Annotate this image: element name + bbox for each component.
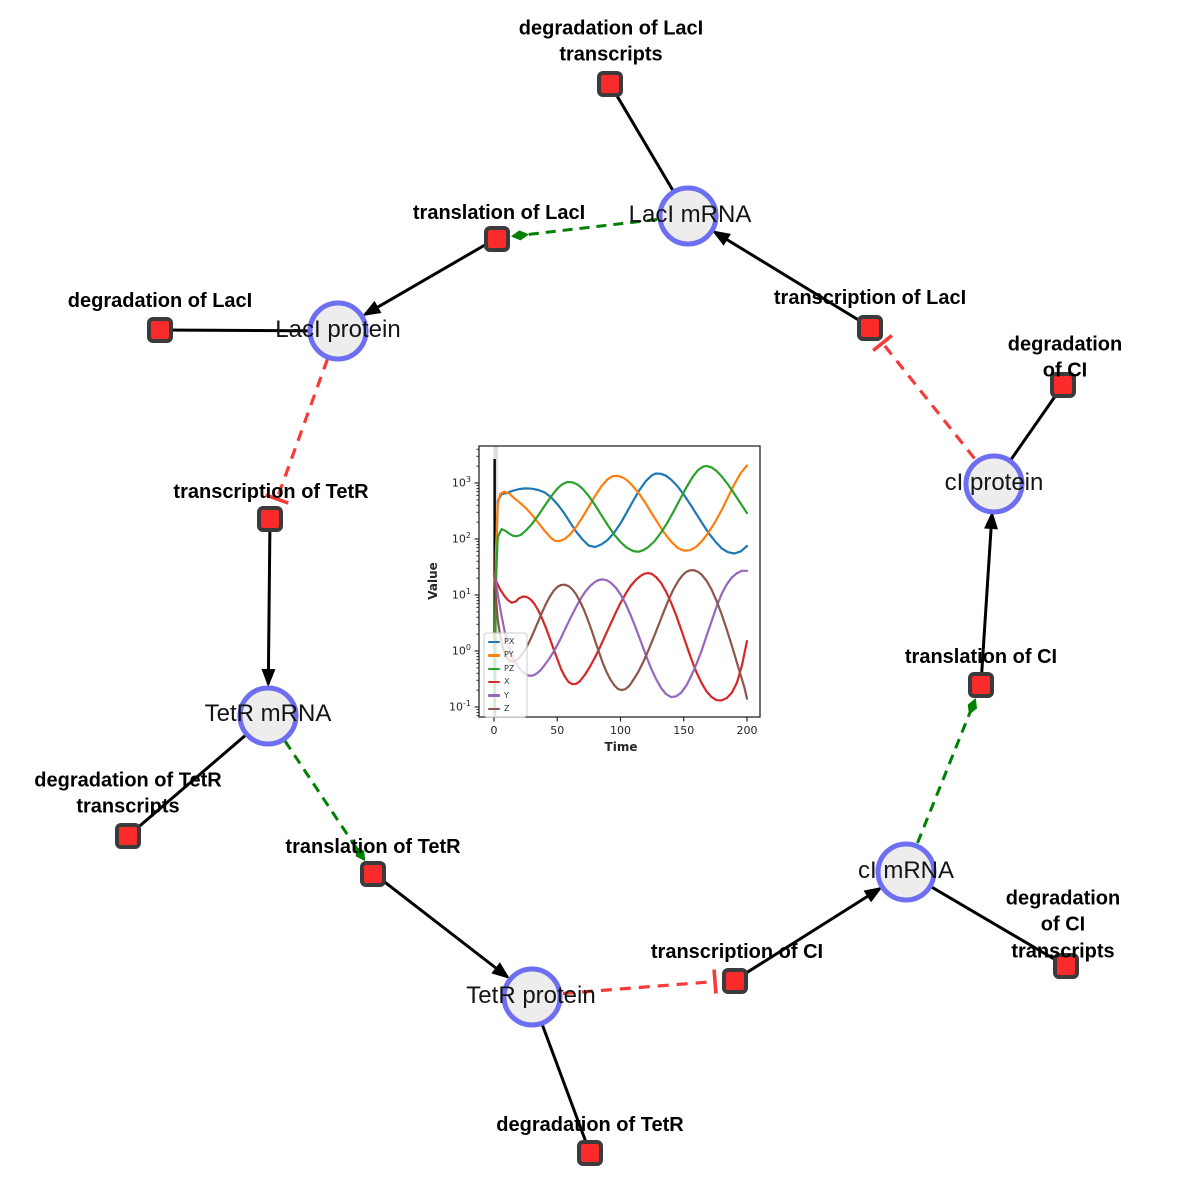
edge-cimrna-deg-transcripts xyxy=(905,870,1067,968)
x-tick-label: 100 xyxy=(610,724,631,737)
node-laci-protein xyxy=(307,300,369,362)
species-nodes xyxy=(237,185,1025,1028)
legend-entry-PY: PY xyxy=(488,650,514,660)
y-tick-label: 100 xyxy=(451,643,471,658)
edge-transcription-tetr-mrna xyxy=(261,517,276,687)
edge-transcription-laci-mrna xyxy=(711,230,871,329)
series-line-PX xyxy=(493,472,749,717)
edge-lacimrna-translation xyxy=(511,218,658,241)
legend-entry-Y: Y xyxy=(488,691,509,701)
series-line-X xyxy=(492,572,749,702)
edge-translation-laci-protein xyxy=(362,236,498,317)
x-tick-label: 0 xyxy=(490,724,498,737)
legend-swatch xyxy=(488,640,500,644)
reaction-nodes xyxy=(115,71,1079,1166)
node-laci-mrna xyxy=(657,185,719,247)
node-translation-laci xyxy=(484,226,510,252)
inset-timeseries-chart xyxy=(474,445,761,722)
node-transcription-ci xyxy=(722,968,748,994)
plot-frame xyxy=(478,445,761,718)
series-line-PY xyxy=(493,464,749,717)
edge-laciprotein-inhibits-tetr xyxy=(265,358,330,505)
legend-swatch xyxy=(488,667,500,671)
x-tick-label: 200 xyxy=(736,724,758,737)
legend-swatch xyxy=(488,680,500,684)
legend-swatch xyxy=(488,654,500,657)
series-line-Z xyxy=(492,569,749,700)
node-degradation-ci-transcripts xyxy=(1053,953,1079,979)
edge-tetrmrna-translation xyxy=(283,740,366,862)
series-line-PZ xyxy=(493,464,749,717)
legend-entry-Z: Z xyxy=(488,704,509,714)
legend-label: PZ xyxy=(504,663,515,673)
legend-entry-PX: PX xyxy=(488,637,514,647)
edge-cimrna-translation xyxy=(916,698,978,844)
node-translation-ci xyxy=(968,672,994,698)
edge-tetrprotein-inhibits-ci xyxy=(562,969,718,996)
node-degradation-laci-transcripts xyxy=(597,71,623,97)
legend-entry-X: X xyxy=(488,677,509,687)
node-tetr-protein xyxy=(501,966,563,1028)
node-translation-tetr xyxy=(360,861,386,887)
x-tick-label: 50 xyxy=(550,724,565,737)
node-degradation-tetr-transcripts xyxy=(115,823,141,849)
node-transcription-laci xyxy=(857,315,883,341)
y-tick-label: 103 xyxy=(451,475,471,490)
edge-ciprotein-inhibits-laci xyxy=(871,334,976,460)
node-degradation-laci xyxy=(147,317,173,343)
legend-label: Z xyxy=(504,704,510,713)
legend-label: Y xyxy=(504,690,509,700)
node-degradation-ci xyxy=(1050,372,1076,398)
legend-label: PX xyxy=(504,637,515,646)
legend-entry-PZ: PZ xyxy=(488,664,514,674)
edge-translation-ci-protein xyxy=(979,511,999,685)
production-edges xyxy=(261,230,999,982)
node-ci-protein xyxy=(963,453,1025,515)
edge-tetrmrna-deg-transcripts xyxy=(127,714,269,838)
edge-translation-tetr-protein xyxy=(372,871,510,979)
legend-swatch xyxy=(488,707,500,711)
node-tetr-mrna xyxy=(237,685,299,747)
node-ci-mrna xyxy=(875,841,937,903)
inhibition-edges xyxy=(265,334,976,996)
x-tick-label: 150 xyxy=(673,724,695,737)
legend-swatch xyxy=(488,694,500,697)
legend-label: PY xyxy=(504,650,514,660)
y-tick-label: 102 xyxy=(451,531,471,546)
y-tick-label: 101 xyxy=(451,587,471,602)
edge-transcription-ci-mrna xyxy=(734,886,883,982)
node-degradation-tetr xyxy=(577,1140,603,1166)
node-transcription-tetr xyxy=(257,506,283,532)
modifier-edges xyxy=(283,218,978,862)
legend-label: X xyxy=(504,677,510,687)
y-tick-label: 10-1 xyxy=(449,699,471,714)
